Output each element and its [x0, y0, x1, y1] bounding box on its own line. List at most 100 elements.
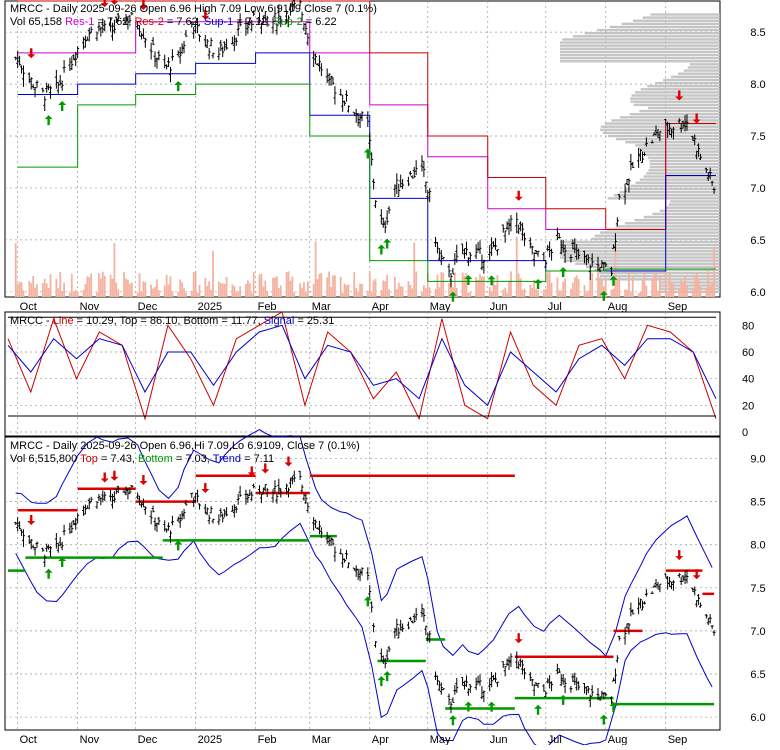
panel1-volume-bar	[523, 288, 526, 297]
panel1-profile-bar	[689, 63, 720, 66]
panel1-volume-bar	[573, 277, 576, 297]
panel1-volume-bar	[686, 284, 688, 297]
panel1-volume-bar	[657, 290, 659, 297]
panel3-legend-value-2: = 7.11	[241, 453, 274, 465]
panel1-profile-bar	[560, 243, 720, 247]
panel1-volume-bar	[303, 282, 305, 297]
panel1-arrow-up-6	[448, 291, 457, 302]
panel1-volume-bar	[672, 283, 675, 297]
panel1-volume-bar	[361, 283, 363, 297]
panel1-volume-bar	[664, 271, 667, 297]
panel3-arrow-up-11	[599, 714, 608, 725]
panel1-legend-value-3: = 6.22	[303, 16, 337, 28]
panel1-volume-bar	[463, 276, 466, 297]
panel1-volume-bar	[542, 289, 545, 297]
panel1-profile-bar	[638, 147, 720, 150]
panel1-volume-bar	[384, 281, 387, 297]
panel1-volume-bar	[562, 281, 565, 297]
panel1-volume-bar	[72, 291, 75, 297]
panel1-volume-bar	[320, 273, 323, 297]
panel1-volume-bar	[301, 287, 303, 297]
panel1-profile-bar	[650, 13, 720, 16]
panel1-profile-bar	[632, 19, 720, 22]
panel1-volume-bar	[55, 278, 58, 297]
panel3-level-lines	[8, 474, 715, 710]
panel1-volume-bar	[421, 291, 423, 297]
panel1-volume-bar	[481, 276, 483, 297]
panel1-volume-bar	[531, 287, 534, 297]
panel1-volume-bar	[490, 290, 493, 297]
panel1-profile-bar	[619, 190, 720, 194]
panel1-volume-bar	[560, 290, 563, 297]
panel1-profile-bar	[663, 78, 720, 82]
panel1-volume-bar	[659, 275, 661, 297]
panel1-volume-bar	[239, 286, 242, 297]
panel1-profile-bar	[639, 109, 720, 113]
panel1-profile-bar	[635, 91, 720, 94]
panel1-volume-bar	[305, 291, 307, 297]
panel2-ytick-label-1: 60	[742, 347, 754, 359]
panel1-volume-bar	[260, 273, 263, 297]
panel3-grid	[5, 437, 720, 730]
panel1-profile-bar	[633, 103, 720, 107]
panel1-profile-bar	[560, 240, 720, 244]
panel1-volume-bar	[550, 282, 553, 297]
panel1-profile-bar	[669, 200, 720, 203]
panel1-volume-bar	[655, 271, 657, 297]
panel1-xtick-label-6: Apr	[372, 301, 389, 313]
panel1-volume-bar	[434, 288, 437, 297]
panel1-volume-bar	[382, 280, 385, 297]
panel1-volume-bar	[318, 273, 321, 297]
panel1-volume-bar	[225, 276, 228, 297]
panel1-volume-bar	[479, 274, 481, 297]
panel3-arrow-up-4	[377, 676, 386, 687]
panel1-profile-bar	[647, 84, 720, 88]
panel2-ytick-label-2: 40	[742, 374, 754, 386]
panel1-volume-bar	[45, 283, 48, 297]
panel1-volume-bar	[651, 278, 654, 297]
panel1-profile-bar	[665, 206, 720, 209]
panel1-arrow-down-10	[692, 113, 701, 124]
panel1-volume-bar	[314, 241, 317, 297]
panel2-line-signal	[7, 324, 717, 407]
panel1-profile-bar	[647, 156, 720, 160]
panel2-legend-value-0: = 10.29,	[74, 315, 117, 327]
panel1-volume-bar	[401, 286, 404, 297]
panel1-volume-bar	[20, 282, 23, 297]
panel1-volume-bar	[61, 291, 64, 297]
panel3-band-lower	[15, 522, 713, 750]
panel3-signal-arrows	[27, 456, 701, 726]
panel1-volume-bar	[47, 287, 50, 297]
panel1-volume-bar	[653, 274, 655, 297]
panel1-xtick-label-4: Feb	[258, 301, 277, 313]
panel1-arrow-down-2	[110, 0, 119, 5]
panel1-volume-bar	[206, 285, 209, 297]
panel2-legend-value-1: = 86.10,	[137, 315, 180, 327]
panel1-profile-bar	[595, 278, 720, 281]
panel1-volume-bar	[330, 286, 332, 297]
panel1-volume-bar	[453, 272, 456, 297]
panel1-volume-bar	[548, 271, 551, 297]
panel1-profile-bar	[607, 197, 720, 200]
panel1-volume-bar	[204, 278, 207, 297]
panel3-arrow-up-1	[58, 557, 67, 568]
panel1-legend-value-0: = 7.62,	[94, 16, 131, 28]
panel1-volume-bar	[600, 279, 603, 297]
panel1-volume-bar	[537, 289, 539, 297]
panel1-volume-bar	[167, 284, 170, 297]
panel1-volume-bar	[407, 281, 410, 297]
panel1-volume-bar	[277, 287, 280, 297]
panel1-profile-bar	[646, 172, 720, 175]
panel1-volume-bar	[70, 273, 73, 297]
panel1-profile-bar	[599, 271, 720, 275]
panel1-arrow-down-1	[100, 0, 109, 8]
panel1-profile-bar	[643, 215, 720, 219]
panel1-volume-bar	[624, 289, 626, 297]
panel1-volume-bar	[415, 271, 418, 297]
panel1-volume-bar	[312, 284, 315, 297]
panel1-profile-bar	[594, 234, 720, 237]
panel1-volume-bar	[113, 243, 116, 297]
panel3-legend-name-2: Trend	[210, 453, 241, 465]
panel1-volume-bar	[258, 274, 261, 297]
panel1-profile-bar	[677, 72, 720, 75]
